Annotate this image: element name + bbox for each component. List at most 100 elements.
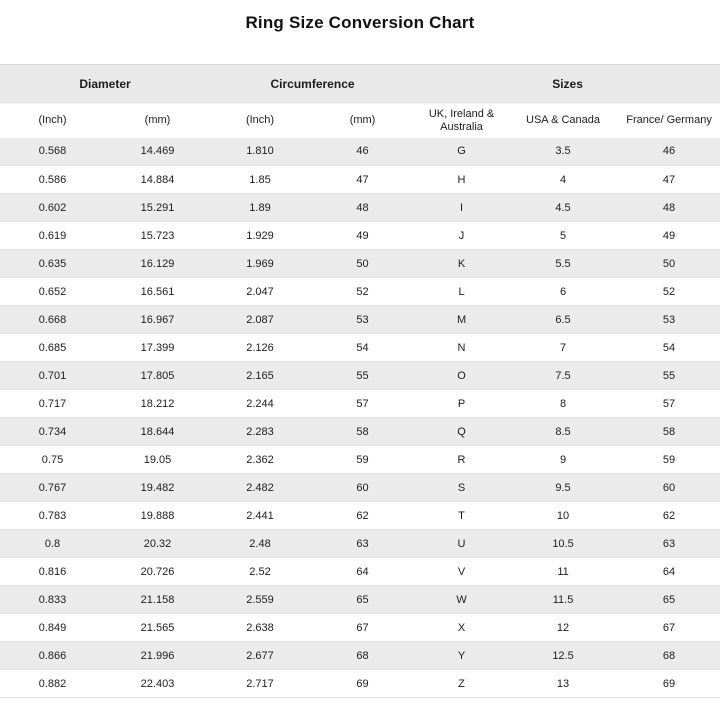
table-row: 0.668 16.967 2.087 53 M 6.5 53 [0, 305, 720, 334]
table-cell: 58 [618, 417, 720, 446]
table-cell: 12 [508, 613, 619, 642]
table-cell: 16.561 [105, 277, 211, 306]
table-cell: 2.283 [210, 417, 311, 446]
table-cell: 0.619 [0, 221, 105, 250]
table-cell: 0.568 [0, 137, 105, 166]
table-cell: 19.482 [105, 473, 211, 502]
table-cell: 2.165 [210, 361, 311, 390]
table-cell: O [415, 361, 509, 390]
table-cell: 13 [508, 669, 619, 698]
table-cell: 46 [618, 137, 720, 166]
table-cell: 17.805 [105, 361, 211, 390]
table-cell: 0.734 [0, 417, 105, 446]
table-cell: 53 [310, 305, 416, 334]
table-cell: 20.726 [105, 557, 211, 586]
table-cell: 0.635 [0, 249, 105, 278]
table-cell: 68 [310, 641, 416, 670]
table-cell: 1.89 [210, 193, 311, 222]
table-cell: 12.5 [508, 641, 619, 670]
table-cell: 0.75 [0, 445, 105, 474]
table-row: 0.734 18.644 2.283 58 Q 8.5 58 [0, 417, 720, 446]
table-row: 0.652 16.561 2.047 52 L 6 52 [0, 277, 720, 306]
table-cell: 18.644 [105, 417, 211, 446]
table-cell: Y [415, 641, 509, 670]
table-cell: 0.652 [0, 277, 105, 306]
table-cell: 65 [310, 585, 416, 614]
table-cell: S [415, 473, 509, 502]
column-header-circumference-mm: (mm) [310, 103, 416, 138]
table-cell: 0.849 [0, 613, 105, 642]
table-row: 0.619 15.723 1.929 49 J 5 49 [0, 221, 720, 250]
table-row: 0.866 21.996 2.677 68 Y 12.5 68 [0, 641, 720, 670]
table-cell: Z [415, 669, 509, 698]
table-cell: 59 [310, 445, 416, 474]
table-cell: 0.685 [0, 333, 105, 362]
table-cell: 69 [310, 669, 416, 698]
page-title: Ring Size Conversion Chart [245, 13, 475, 32]
column-header-france-germany: France/ Germany [618, 103, 720, 138]
table-cell: 10.5 [508, 529, 619, 558]
table-cell: I [415, 193, 509, 222]
table-cell: 11 [508, 557, 619, 586]
table-cell: 2.126 [210, 333, 311, 362]
table-cell: 2.48 [210, 529, 311, 558]
table-cell: 16.967 [105, 305, 211, 334]
table-cell: 15.723 [105, 221, 211, 250]
column-header-diameter-inch: (Inch) [0, 103, 105, 138]
table-cell: 19.05 [105, 445, 211, 474]
table-cell: 0.767 [0, 473, 105, 502]
table-cell: 54 [310, 333, 416, 362]
table-row: 0.767 19.482 2.482 60 S 9.5 60 [0, 473, 720, 502]
column-header-usa-canada: USA & Canada [508, 103, 619, 138]
table-cell: 64 [618, 557, 720, 586]
table-cell: 2.559 [210, 585, 311, 614]
table-cell: 3.5 [508, 137, 619, 166]
table-cell: 0.783 [0, 501, 105, 530]
table-cell: K [415, 249, 509, 278]
table-cell: 48 [618, 193, 720, 222]
table-cell: 1.929 [210, 221, 311, 250]
table-row: 0.701 17.805 2.165 55 O 7.5 55 [0, 361, 720, 390]
table-cell: 0.701 [0, 361, 105, 390]
table-row: 0.8 20.32 2.48 63 U 10.5 63 [0, 529, 720, 558]
table-cell: 60 [310, 473, 416, 502]
table-cell: 14.469 [105, 137, 211, 166]
table-cell: 0.668 [0, 305, 105, 334]
table-cell: V [415, 557, 509, 586]
table-cell: 49 [310, 221, 416, 250]
table-cell: 0.602 [0, 193, 105, 222]
table-cell: 47 [310, 165, 416, 194]
table-row: 0.635 16.129 1.969 50 K 5.5 50 [0, 249, 720, 278]
table-cell: 0.882 [0, 669, 105, 698]
table-cell: 2.677 [210, 641, 311, 670]
table-cell: 2.717 [210, 669, 311, 698]
table-row: 0.685 17.399 2.126 54 N 7 54 [0, 333, 720, 362]
table-cell: 1.810 [210, 137, 311, 166]
table-cell: 2.52 [210, 557, 311, 586]
table-cell: X [415, 613, 509, 642]
table-cell: 2.047 [210, 277, 311, 306]
column-header-diameter-mm: (mm) [105, 103, 211, 138]
table-cell: 10 [508, 501, 619, 530]
table-cell: 59 [618, 445, 720, 474]
table-cell: 6.5 [508, 305, 619, 334]
group-header-circumference: Circumference [210, 64, 416, 104]
table-cell: 2.441 [210, 501, 311, 530]
table-row: 0.816 20.726 2.52 64 V 11 64 [0, 557, 720, 586]
table-cell: 2.087 [210, 305, 311, 334]
table-cell: Q [415, 417, 509, 446]
table-column-header-row: (Inch) (mm) (Inch) (mm) UK, Ireland & Au… [0, 103, 720, 138]
table-row: 0.882 22.403 2.717 69 Z 13 69 [0, 669, 720, 698]
table-cell: 21.996 [105, 641, 211, 670]
table-cell: 0.586 [0, 165, 105, 194]
table-cell: H [415, 165, 509, 194]
table-cell: 17.399 [105, 333, 211, 362]
table-cell: 19.888 [105, 501, 211, 530]
table-cell: 46 [310, 137, 416, 166]
table-cell: 60 [618, 473, 720, 502]
table-cell: 2.244 [210, 389, 311, 418]
table-cell: 16.129 [105, 249, 211, 278]
table-cell: 2.638 [210, 613, 311, 642]
table-cell: 11.5 [508, 585, 619, 614]
table-cell: 0.866 [0, 641, 105, 670]
